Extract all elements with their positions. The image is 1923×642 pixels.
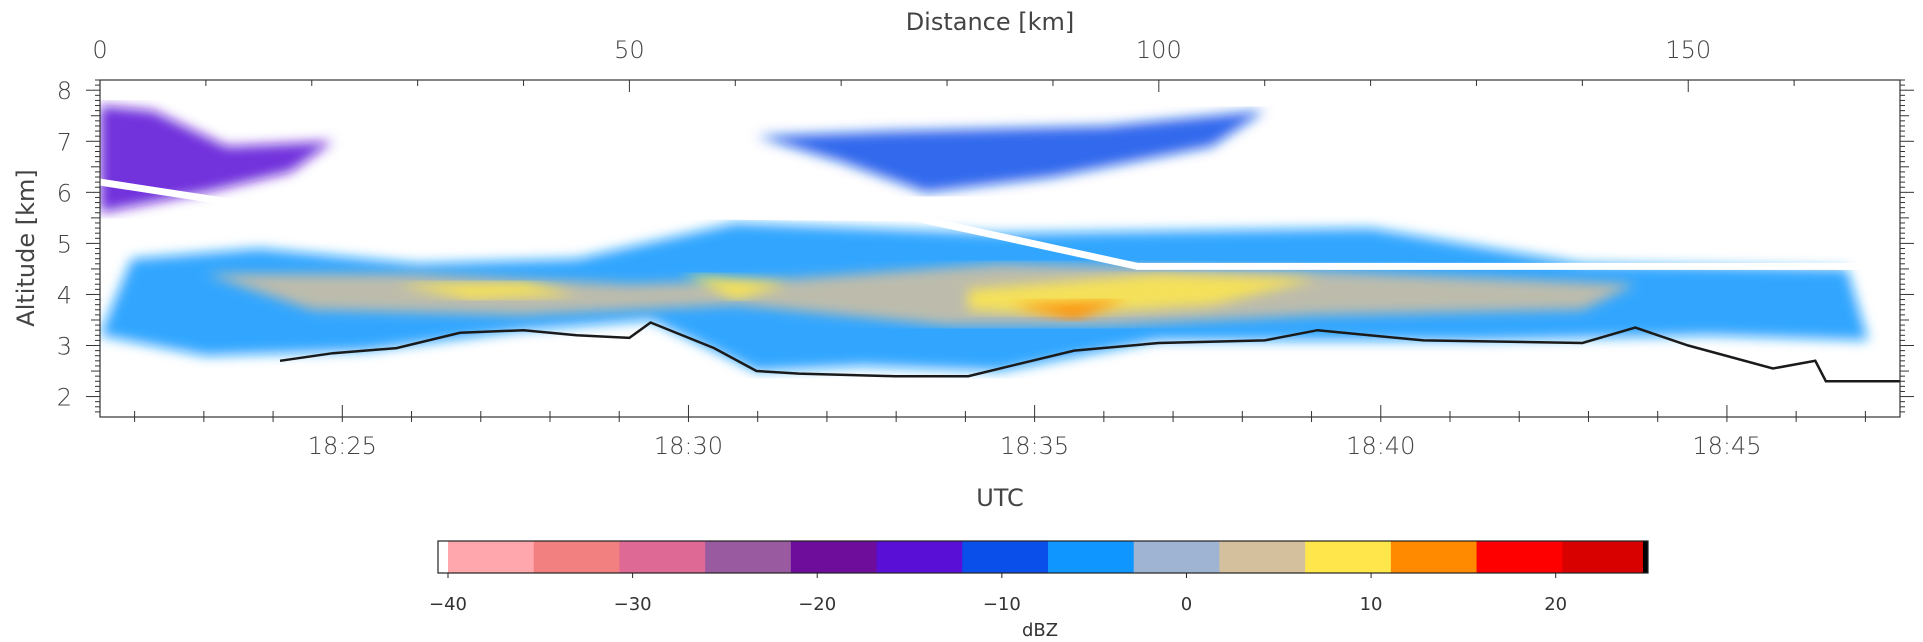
colorbar-frame (437, 540, 1649, 574)
echo-region (100, 105, 333, 213)
colorbar-title: dBZ (1022, 620, 1058, 641)
colorbar-swatch (619, 541, 706, 573)
colorbar: −40 −30 −20 −10 0 10 20 (429, 540, 1649, 615)
colorbar-tick-label: −30 (614, 594, 652, 615)
y-axis-right (1900, 79, 1914, 413)
echo-region (1010, 299, 1128, 320)
x-axis-title: UTC (976, 484, 1024, 512)
echo-region (756, 110, 1265, 193)
colorbar-swatch (1305, 541, 1392, 573)
x-axis-top: 0 50 100 150 (92, 36, 1901, 92)
echo-region (396, 281, 577, 300)
x-axis-bottom: 18:25 18:30 18:35 18:40 18:45 (134, 405, 1866, 460)
colorbar-tick-label: −10 (983, 594, 1021, 615)
y-tick-label: 6 (57, 179, 72, 207)
x2-axis-title: Distance [km] (906, 8, 1075, 36)
colorbar-swatch (876, 541, 963, 573)
colorbar-tick-label: −40 (429, 594, 467, 615)
x-tick-label: 18:30 (654, 432, 723, 460)
colorbar-swatch (962, 541, 1049, 573)
colorbar-tick-label: 20 (1544, 594, 1567, 615)
colorbar-swatch (790, 541, 878, 573)
x2-tick-label: 50 (614, 36, 645, 64)
y-tick-label: 2 (57, 384, 72, 412)
y-tick-label: 3 (57, 333, 72, 361)
colorbar-swatch (1562, 541, 1649, 573)
x-tick-label: 18:25 (308, 432, 377, 460)
colorbar-swatch (448, 541, 535, 573)
colorbar-swatch (1476, 541, 1563, 573)
y-tick-label: 4 (57, 281, 72, 309)
x-tick-label: 18:45 (1692, 432, 1761, 460)
x2-tick-label: 100 (1136, 36, 1182, 64)
colorbar-swatch (1390, 541, 1478, 573)
colorbar-swatch (1048, 541, 1135, 573)
y-tick-label: 5 (57, 230, 72, 258)
x2-tick-label: 0 (92, 36, 107, 64)
colorbar-end-cap (1643, 541, 1648, 573)
x-tick-label: 18:40 (1346, 432, 1415, 460)
y-tick-label: 8 (57, 77, 72, 105)
colorbar-swatch (1219, 541, 1306, 573)
colorbar-tick-label: 0 (1181, 594, 1192, 615)
y-axis-left: 2 3 4 5 6 7 8 (57, 77, 100, 413)
x-tick-label: 18:35 (1000, 432, 1069, 460)
ground-surface-line (279, 321, 1900, 383)
colorbar-tick-label: 10 (1360, 594, 1383, 615)
y-tick-label: 7 (57, 128, 72, 156)
colorbar-tick-label: −20 (798, 594, 836, 615)
reflectivity-field (100, 105, 1869, 371)
colorbar-swatch (705, 541, 792, 573)
colorbar-swatch (533, 541, 620, 573)
echo-region (682, 274, 789, 300)
y-axis-title: Altitude [km] (12, 169, 40, 326)
x2-tick-label: 150 (1665, 36, 1711, 64)
colorbar-swatch (1133, 541, 1220, 573)
flight-altitude-line (100, 178, 1900, 270)
